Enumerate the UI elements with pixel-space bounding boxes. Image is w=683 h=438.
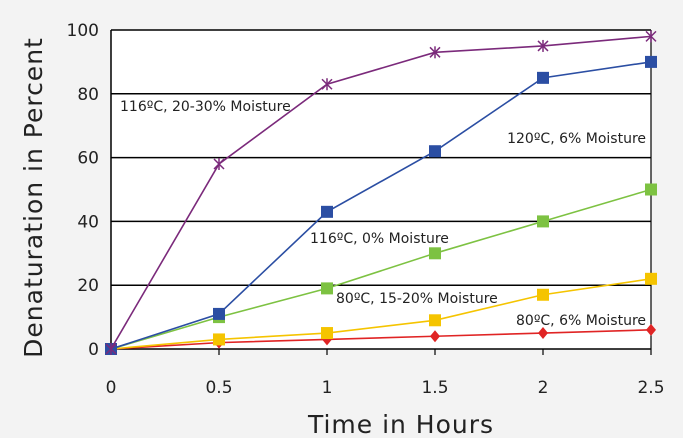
- x-tick-label: 1.5: [421, 378, 448, 398]
- data-point-stroke: [213, 158, 225, 170]
- data-point: [537, 71, 549, 84]
- data-point: [645, 30, 657, 43]
- x-tick-label: 0: [106, 378, 117, 398]
- series-line-120-c-6-moisture: [110, 61, 652, 350]
- series-label: 120ºC, 6% Moisture: [507, 131, 646, 147]
- x-tick-label: 2: [538, 378, 549, 398]
- data-point: [430, 330, 440, 343]
- data-point-stroke: [645, 30, 657, 42]
- series-labels: 116ºC, 20-30% Moisture 120ºC, 6% Moisture…: [120, 99, 646, 329]
- x-tick-label: 0.5: [205, 378, 232, 398]
- data-point: [646, 323, 656, 336]
- data-point: [429, 314, 441, 327]
- data-point-stroke: [105, 343, 117, 355]
- axes: 0 20 40 60 80 100 0 0.5 1 1.5 2 2.5: [67, 21, 665, 398]
- data-point: [105, 343, 117, 355]
- data-point-stroke: [429, 46, 441, 58]
- data-point: [321, 78, 333, 91]
- series-label: 80ºC, 6% Moisture: [516, 313, 646, 329]
- series-line-116-c-20-30-moisture: [110, 35, 652, 350]
- x-tick-label: 1: [322, 378, 333, 398]
- grid-lines: [111, 29, 651, 349]
- data-point: [321, 205, 333, 218]
- data-point: [321, 282, 333, 295]
- data-point: [429, 247, 441, 260]
- data-point: [645, 55, 657, 68]
- y-tick-label: 80: [77, 85, 99, 105]
- series-label: 116ºC, 20-30% Moisture: [120, 99, 291, 115]
- x-axis-title: Time in Hours: [307, 410, 494, 438]
- series-label: 116ºC, 0% Moisture: [310, 231, 449, 247]
- data-point: [537, 215, 549, 228]
- series-line-80-c-15-20-moisture: [110, 278, 652, 350]
- data-point: [429, 46, 441, 59]
- series-line-80-c-6-moisture: [110, 329, 652, 350]
- data-point: [645, 183, 657, 196]
- data-point: [429, 145, 441, 158]
- data-point: [537, 288, 549, 301]
- data-point: [213, 307, 225, 320]
- data-point: [213, 157, 225, 170]
- series-line-116-c-0-moisture: [110, 188, 652, 350]
- y-tick-label: 0: [88, 340, 99, 360]
- data-point-stroke: [537, 40, 549, 52]
- y-tick-label: 40: [77, 212, 99, 232]
- y-tick-label: 100: [67, 21, 99, 41]
- plot-area: [111, 30, 651, 349]
- x-tick-label: 2.5: [637, 378, 664, 398]
- y-axis-title: Denaturation in Percent: [19, 37, 48, 358]
- data-point: [537, 39, 549, 52]
- series-label: 80ºC, 15-20% Moisture: [336, 291, 498, 307]
- data-point: [645, 272, 657, 285]
- data-point: [321, 327, 333, 340]
- y-tick-label: 20: [77, 276, 99, 296]
- data-point: [538, 327, 548, 340]
- data-point-stroke: [321, 78, 333, 90]
- series-116-c-20-30-moisture: [105, 30, 657, 355]
- series-lines: [105, 30, 657, 355]
- y-tick-label: 60: [77, 149, 99, 169]
- data-point: [213, 333, 225, 346]
